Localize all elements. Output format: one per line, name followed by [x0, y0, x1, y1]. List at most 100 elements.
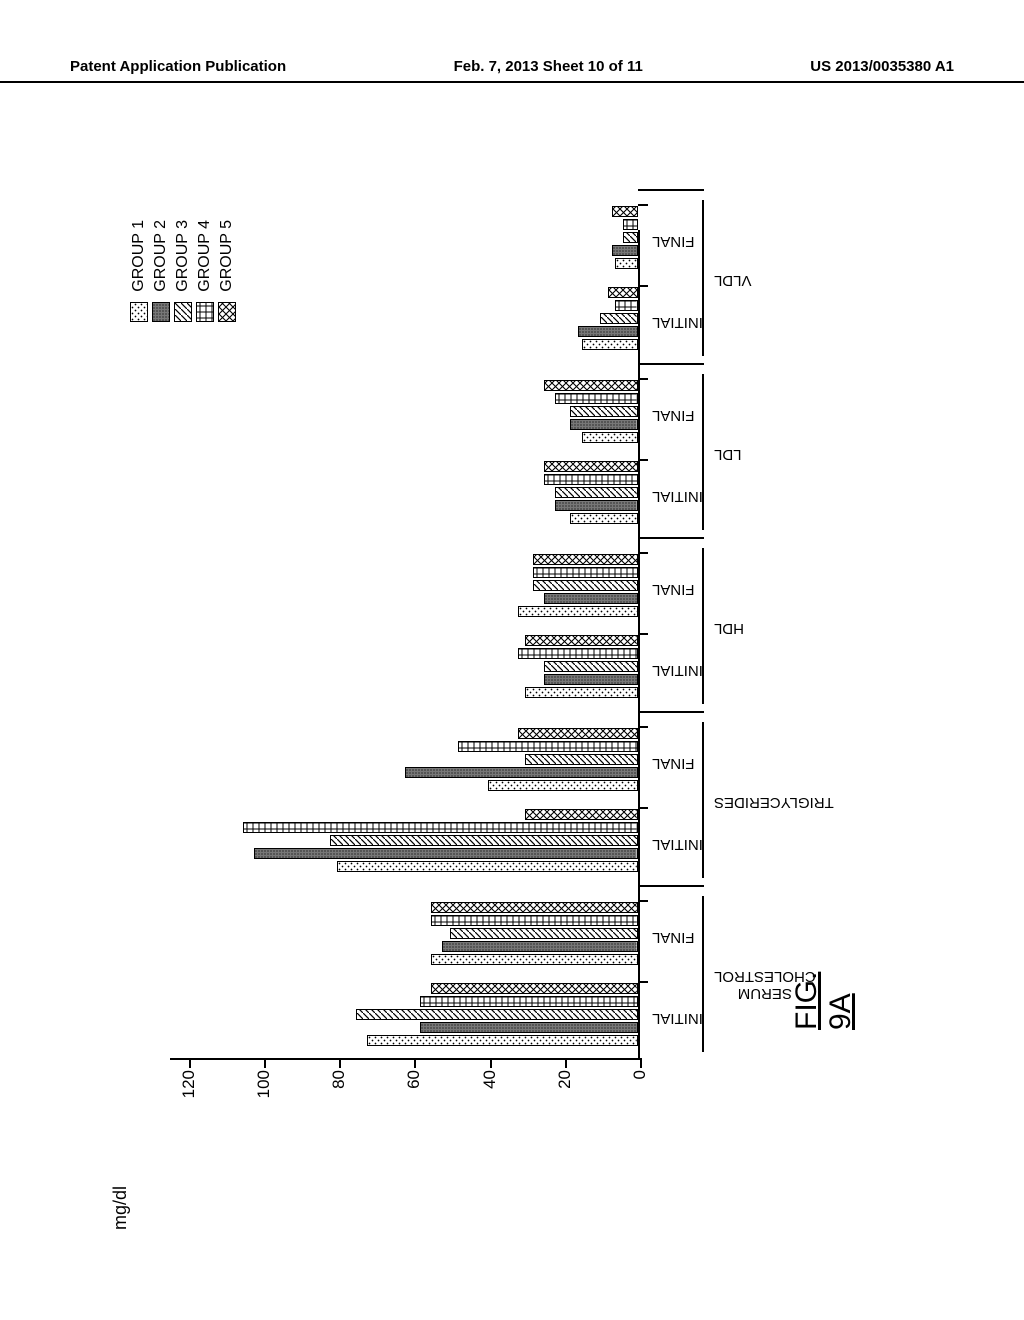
y-tick-label: 40: [480, 1070, 500, 1106]
subgroup-label: INITIAL: [652, 837, 703, 854]
y-tick-label: 80: [329, 1070, 349, 1106]
y-tick: [565, 1058, 567, 1068]
subgroup-label: FINAL: [652, 582, 695, 599]
y-tick: [640, 1058, 642, 1068]
y-tick-label: 100: [254, 1070, 274, 1106]
subgroup-label: FINAL: [652, 234, 695, 251]
y-tick: [490, 1058, 492, 1068]
subgroup-label: FINAL: [652, 756, 695, 773]
bar: [525, 687, 638, 698]
legend-swatch-icon: [174, 302, 192, 322]
subgroup-label: INITIAL: [652, 489, 703, 506]
bar: [458, 741, 638, 752]
header-right: US 2013/0035380 A1: [810, 58, 954, 75]
header-left: Patent Application Publication: [70, 58, 286, 75]
bar: [488, 780, 638, 791]
category-underline: [702, 722, 704, 878]
subgroup-label: FINAL: [652, 930, 695, 947]
bar: [615, 258, 638, 269]
bar: [518, 648, 638, 659]
category-tick: [638, 363, 704, 365]
legend-swatch-icon: [196, 302, 214, 322]
bar: [608, 287, 638, 298]
bar: [555, 487, 638, 498]
category-underline: [702, 896, 704, 1052]
legend-swatch-icon: [152, 302, 170, 322]
bar: [450, 928, 638, 939]
bar: [420, 996, 638, 1007]
sub-tick: [638, 807, 648, 809]
category-tick: [638, 711, 704, 713]
bar: [518, 606, 638, 617]
bar: [544, 674, 638, 685]
bar: [623, 219, 638, 230]
bar: [243, 822, 638, 833]
bar: [582, 339, 638, 350]
y-tick: [264, 1058, 266, 1068]
bar: [330, 835, 638, 846]
bar: [544, 593, 638, 604]
figure-9a: mg/dl 020406080100120INITIALFINALSERUMCH…: [130, 190, 820, 1150]
legend-item: GROUP 4: [196, 220, 214, 322]
legend-swatch-icon: [130, 302, 148, 322]
legend-label: GROUP 4: [196, 220, 214, 292]
category-underline: [702, 548, 704, 704]
bar: [367, 1035, 638, 1046]
bar: [533, 580, 638, 591]
bar: [405, 767, 638, 778]
legend-label: GROUP 3: [174, 220, 192, 292]
y-axis-label: mg/dl: [110, 1186, 131, 1230]
bar: [356, 1009, 638, 1020]
category-tick: [638, 537, 704, 539]
bar: [431, 983, 638, 994]
bar: [555, 500, 638, 511]
bar: [525, 635, 638, 646]
subgroup-label: FINAL: [652, 408, 695, 425]
bar: [420, 1022, 638, 1033]
bar: [337, 861, 638, 872]
category-label: HDL: [714, 620, 744, 637]
sub-tick: [638, 378, 648, 380]
legend-label: GROUP 5: [218, 220, 236, 292]
chart-rotated-container: mg/dl 020406080100120INITIALFINALSERUMCH…: [130, 190, 820, 1150]
bar: [544, 380, 638, 391]
legend-item: GROUP 5: [218, 220, 236, 322]
bar: [570, 406, 638, 417]
category-label: LDL: [714, 446, 742, 463]
bar: [525, 809, 638, 820]
bar: [544, 474, 638, 485]
bar: [555, 393, 638, 404]
y-tick: [189, 1058, 191, 1068]
y-tick-label: 0: [630, 1070, 650, 1106]
legend-item: GROUP 1: [130, 220, 148, 322]
sub-tick: [638, 459, 648, 461]
bar: [533, 554, 638, 565]
page-header: Patent Application Publication Feb. 7, 2…: [0, 58, 1024, 83]
y-tick-label: 120: [179, 1070, 199, 1106]
category-label: TRIGLYCERIDES: [714, 794, 834, 811]
bar: [254, 848, 638, 859]
subgroup-label: INITIAL: [652, 663, 703, 680]
sub-tick: [638, 900, 648, 902]
y-tick-label: 20: [555, 1070, 575, 1106]
category-underline: [702, 200, 704, 356]
bar: [544, 461, 638, 472]
bar: [525, 754, 638, 765]
legend-item: GROUP 2: [152, 220, 170, 322]
bar: [570, 419, 638, 430]
bar: [578, 326, 638, 337]
legend: GROUP 1GROUP 2GROUP 3GROUP 4GROUP 5: [130, 220, 240, 322]
legend-swatch-icon: [218, 302, 236, 322]
y-tick-label: 60: [404, 1070, 424, 1106]
bar: [544, 661, 638, 672]
category-tick: [638, 189, 704, 191]
sub-tick: [638, 204, 648, 206]
sub-tick: [638, 552, 648, 554]
category-tick: [638, 885, 704, 887]
bar: [431, 954, 638, 965]
bar: [615, 300, 638, 311]
sub-tick: [638, 633, 648, 635]
bar: [431, 915, 638, 926]
legend-label: GROUP 1: [130, 220, 148, 292]
legend-item: GROUP 3: [174, 220, 192, 322]
